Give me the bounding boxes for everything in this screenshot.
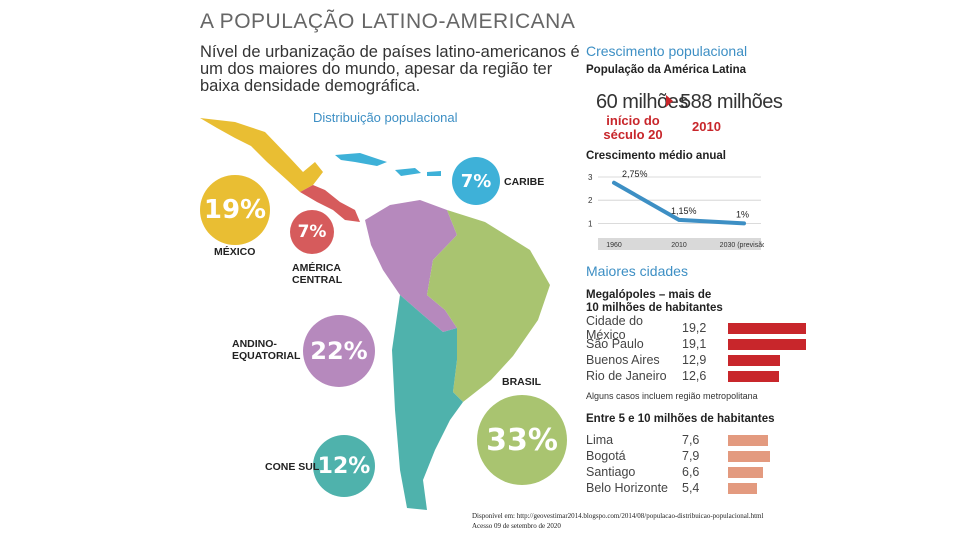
- growth-end-value: 588 milhões: [680, 91, 783, 113]
- caribbean-label: CARIBE: [504, 176, 545, 188]
- growth-end-label: 2010: [692, 119, 721, 134]
- city-value: 19,1: [682, 337, 707, 351]
- southern-cone-percent-circle: 12%: [313, 435, 375, 497]
- city-value: 12,6: [682, 369, 707, 383]
- growth-start-value: 60 milhões: [596, 91, 688, 113]
- x-tick-label: 2010: [671, 242, 687, 249]
- subtitle: Nível de urbanização de países latino-am…: [200, 43, 580, 95]
- city-name: Rio de Janeiro: [586, 369, 667, 383]
- city-name: Santiago: [586, 465, 636, 479]
- city-name: São Paulo: [586, 337, 644, 351]
- megalopole-row: Rio de Janeiro 12,6: [586, 368, 806, 384]
- caribbean-percent-circle: 7%: [452, 157, 500, 205]
- growth-title: Crescimento populacional: [586, 43, 748, 59]
- growth-line: [612, 180, 746, 226]
- city-bar: [728, 482, 757, 494]
- central-america-label: AMÉRICA CENTRAL: [292, 262, 343, 286]
- mexico-label: MÉXICO: [214, 246, 256, 258]
- medium-city-row: Belo Horizonte 5,4: [586, 480, 770, 496]
- caribbean-percent: 7%: [460, 170, 492, 192]
- medium-cities-list: Lima 7,6 Bogotá 7,9 Santiago 6,6 Belo Ho…: [586, 432, 770, 496]
- city-bar: [728, 370, 780, 382]
- brazil-percent: 33%: [486, 422, 558, 458]
- megalopole-row: Cidade do México 19,2: [586, 314, 806, 342]
- page-title: A POPULAÇÃO LATINO-AMERICANA: [200, 10, 576, 33]
- medium-city-row: Bogotá 7,9: [586, 448, 770, 464]
- brazil-percent-circle: 33%: [477, 395, 567, 485]
- city-bar: [728, 322, 806, 334]
- source-footer: Disponível em: http://geovestimar2014.bl…: [472, 511, 763, 531]
- map-brazil: [427, 210, 550, 402]
- latin-america-map: [200, 118, 550, 510]
- y-tick-label: 3: [588, 173, 593, 182]
- city-value: 6,6: [682, 465, 700, 479]
- city-name: Bogotá: [586, 449, 626, 463]
- growth-subtitle: População da América Latina: [586, 64, 746, 76]
- megalopole-row: São Paulo 19,1: [586, 336, 806, 352]
- y-tick-label: 2: [588, 196, 593, 205]
- medium-cities-title: Entre 5 e 10 milhões de habitantes: [586, 413, 775, 425]
- city-value: 7,6: [682, 433, 700, 447]
- city-name: Cidade do México: [586, 314, 643, 342]
- source-url[interactable]: Disponível em: http://geovestimar2014.bl…: [472, 512, 764, 520]
- x-tick-label: 2030 (previsão): [720, 242, 764, 249]
- city-name: Belo Horizonte: [586, 481, 668, 495]
- growth-start-label: início do século 20: [603, 113, 663, 142]
- data-label: 1%: [736, 209, 749, 219]
- megalopoles-list: Cidade do México 19,2 São Paulo 19,1 Bue…: [586, 314, 806, 384]
- mexico-percent: 19%: [203, 195, 267, 225]
- southern-cone-label: CONE SUL: [265, 461, 320, 473]
- megalopoles-title: Megalópoles – mais de 10 milhões de habi…: [586, 289, 723, 314]
- central-america-percent: 7%: [297, 222, 327, 242]
- city-bar: [728, 338, 806, 350]
- city-name: Buenos Aires: [586, 353, 660, 367]
- city-bar: [728, 450, 770, 462]
- map-mexico: [200, 118, 323, 192]
- city-value: 12,9: [682, 353, 707, 367]
- medium-city-row: Santiago 6,6: [586, 464, 770, 480]
- andean-percent: 22%: [310, 337, 368, 365]
- city-value: 7,9: [682, 449, 700, 463]
- andean-percent-circle: 22%: [303, 315, 375, 387]
- map-andean: [365, 200, 457, 332]
- arrow-right-icon: [666, 95, 673, 107]
- city-bar: [728, 354, 781, 366]
- map-caribbean: [335, 153, 387, 166]
- brazil-label: BRASIL: [502, 376, 542, 388]
- city-name: Lima: [586, 433, 614, 447]
- annual-growth-title: Crescimento médio anual: [586, 150, 726, 162]
- mexico-percent-circle: 19%: [200, 175, 270, 245]
- data-label: 1,15%: [671, 206, 697, 216]
- annual-growth-chart: 3 2 1 2,75% 1,15% 1% 1960 2010 2030 (previsão): [588, 169, 764, 250]
- map-central-america: [300, 185, 360, 222]
- x-axis-band: [598, 238, 761, 250]
- distribution-title: Distribuição populacional: [313, 110, 458, 125]
- city-bar: [728, 434, 769, 446]
- cities-title: Maiores cidades: [586, 263, 688, 279]
- central-america-percent-circle: 7%: [290, 210, 334, 254]
- southern-cone-percent: 12%: [317, 453, 371, 479]
- access-date: Acesso 09 de setembro de 2020: [472, 522, 561, 530]
- y-tick-label: 1: [588, 219, 593, 228]
- city-value: 19,2: [682, 321, 707, 335]
- city-bar: [728, 466, 763, 478]
- andean-label: ANDINO- EQUATORIAL: [232, 338, 301, 362]
- map-southern-cone: [392, 295, 463, 510]
- megalopole-row: Buenos Aires 12,9: [586, 352, 806, 368]
- city-value: 5,4: [682, 481, 700, 495]
- data-label: 2,75%: [622, 169, 648, 179]
- x-tick-label: 1960: [606, 242, 622, 249]
- medium-city-row: Lima 7,6: [586, 432, 770, 448]
- metro-note: Alguns casos incluem região metropolitan…: [586, 391, 758, 401]
